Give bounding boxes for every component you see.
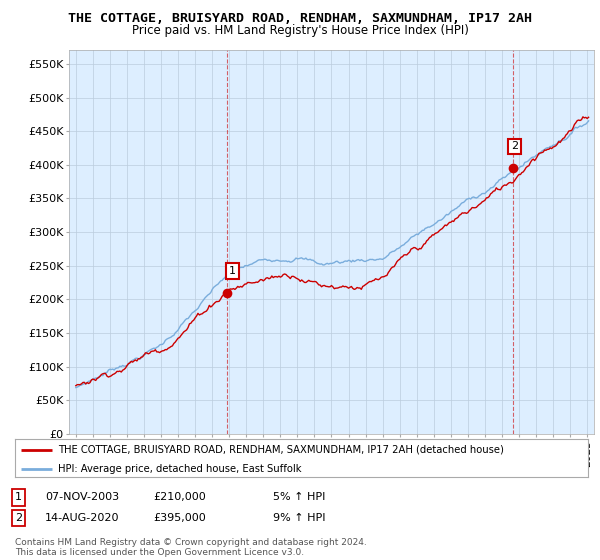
Text: HPI: Average price, detached house, East Suffolk: HPI: Average price, detached house, East… (58, 464, 301, 474)
Text: THE COTTAGE, BRUISYARD ROAD, RENDHAM, SAXMUNDHAM, IP17 2AH: THE COTTAGE, BRUISYARD ROAD, RENDHAM, SA… (68, 12, 532, 25)
Text: 1: 1 (15, 492, 22, 502)
Text: £210,000: £210,000 (153, 492, 206, 502)
Text: Price paid vs. HM Land Registry's House Price Index (HPI): Price paid vs. HM Land Registry's House … (131, 24, 469, 36)
Text: 14-AUG-2020: 14-AUG-2020 (45, 513, 119, 523)
Text: 2: 2 (511, 141, 518, 151)
Text: £395,000: £395,000 (153, 513, 206, 523)
Text: 9% ↑ HPI: 9% ↑ HPI (273, 513, 325, 523)
Text: THE COTTAGE, BRUISYARD ROAD, RENDHAM, SAXMUNDHAM, IP17 2AH (detached house): THE COTTAGE, BRUISYARD ROAD, RENDHAM, SA… (58, 445, 504, 455)
Text: 5% ↑ HPI: 5% ↑ HPI (273, 492, 325, 502)
Text: 07-NOV-2003: 07-NOV-2003 (45, 492, 119, 502)
Text: 2: 2 (15, 513, 22, 523)
Text: 1: 1 (229, 266, 236, 276)
Text: Contains HM Land Registry data © Crown copyright and database right 2024.
This d: Contains HM Land Registry data © Crown c… (15, 538, 367, 557)
